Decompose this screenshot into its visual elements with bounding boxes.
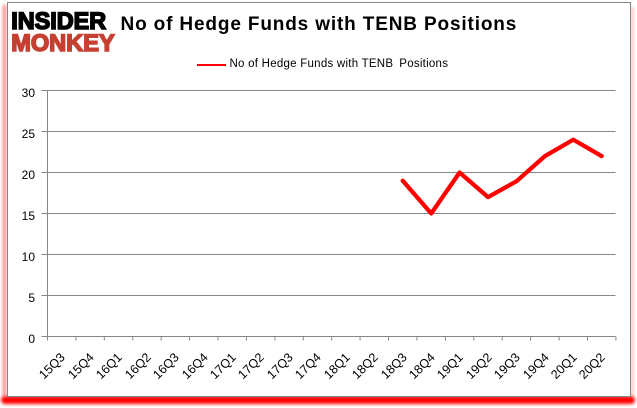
svg-text:INSIDER: INSIDER bbox=[11, 8, 106, 35]
svg-text:MONKEY: MONKEY bbox=[11, 30, 115, 57]
